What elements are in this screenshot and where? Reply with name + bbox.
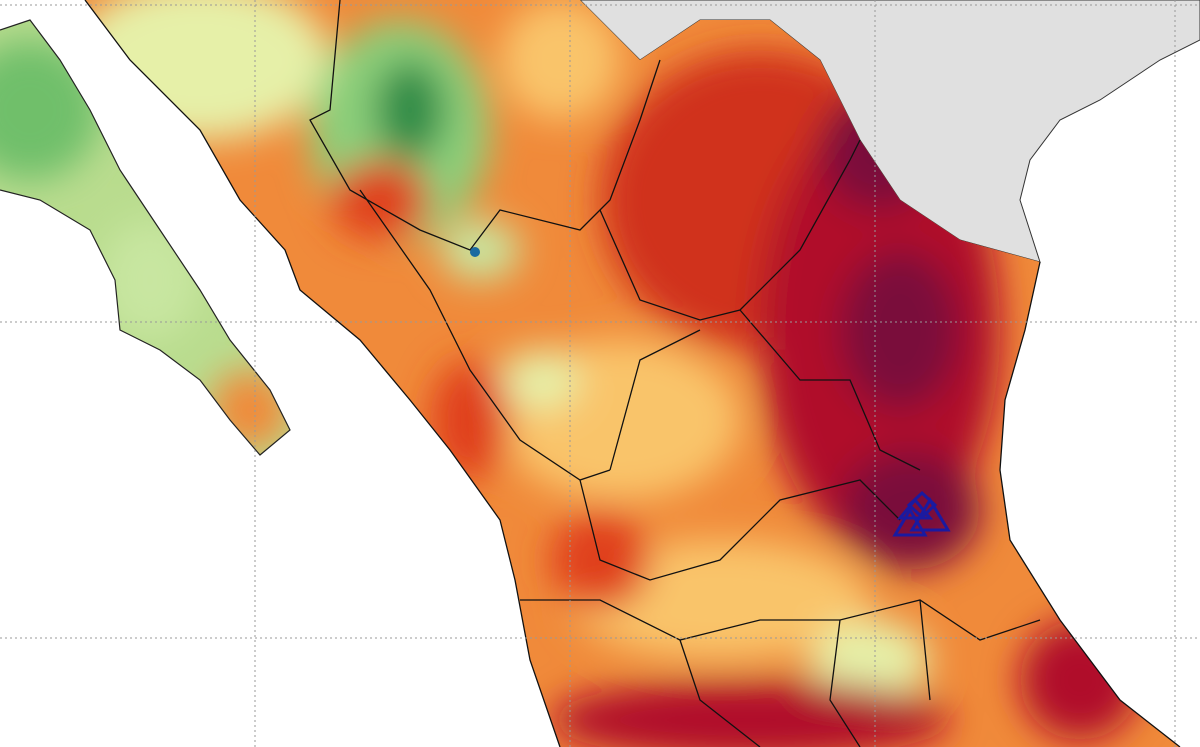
baja-coastline — [0, 19, 291, 456]
wet-spot-marker — [470, 247, 480, 257]
triangle-cluster-marker — [892, 490, 951, 537]
state-boundaries — [84, 0, 1181, 747]
